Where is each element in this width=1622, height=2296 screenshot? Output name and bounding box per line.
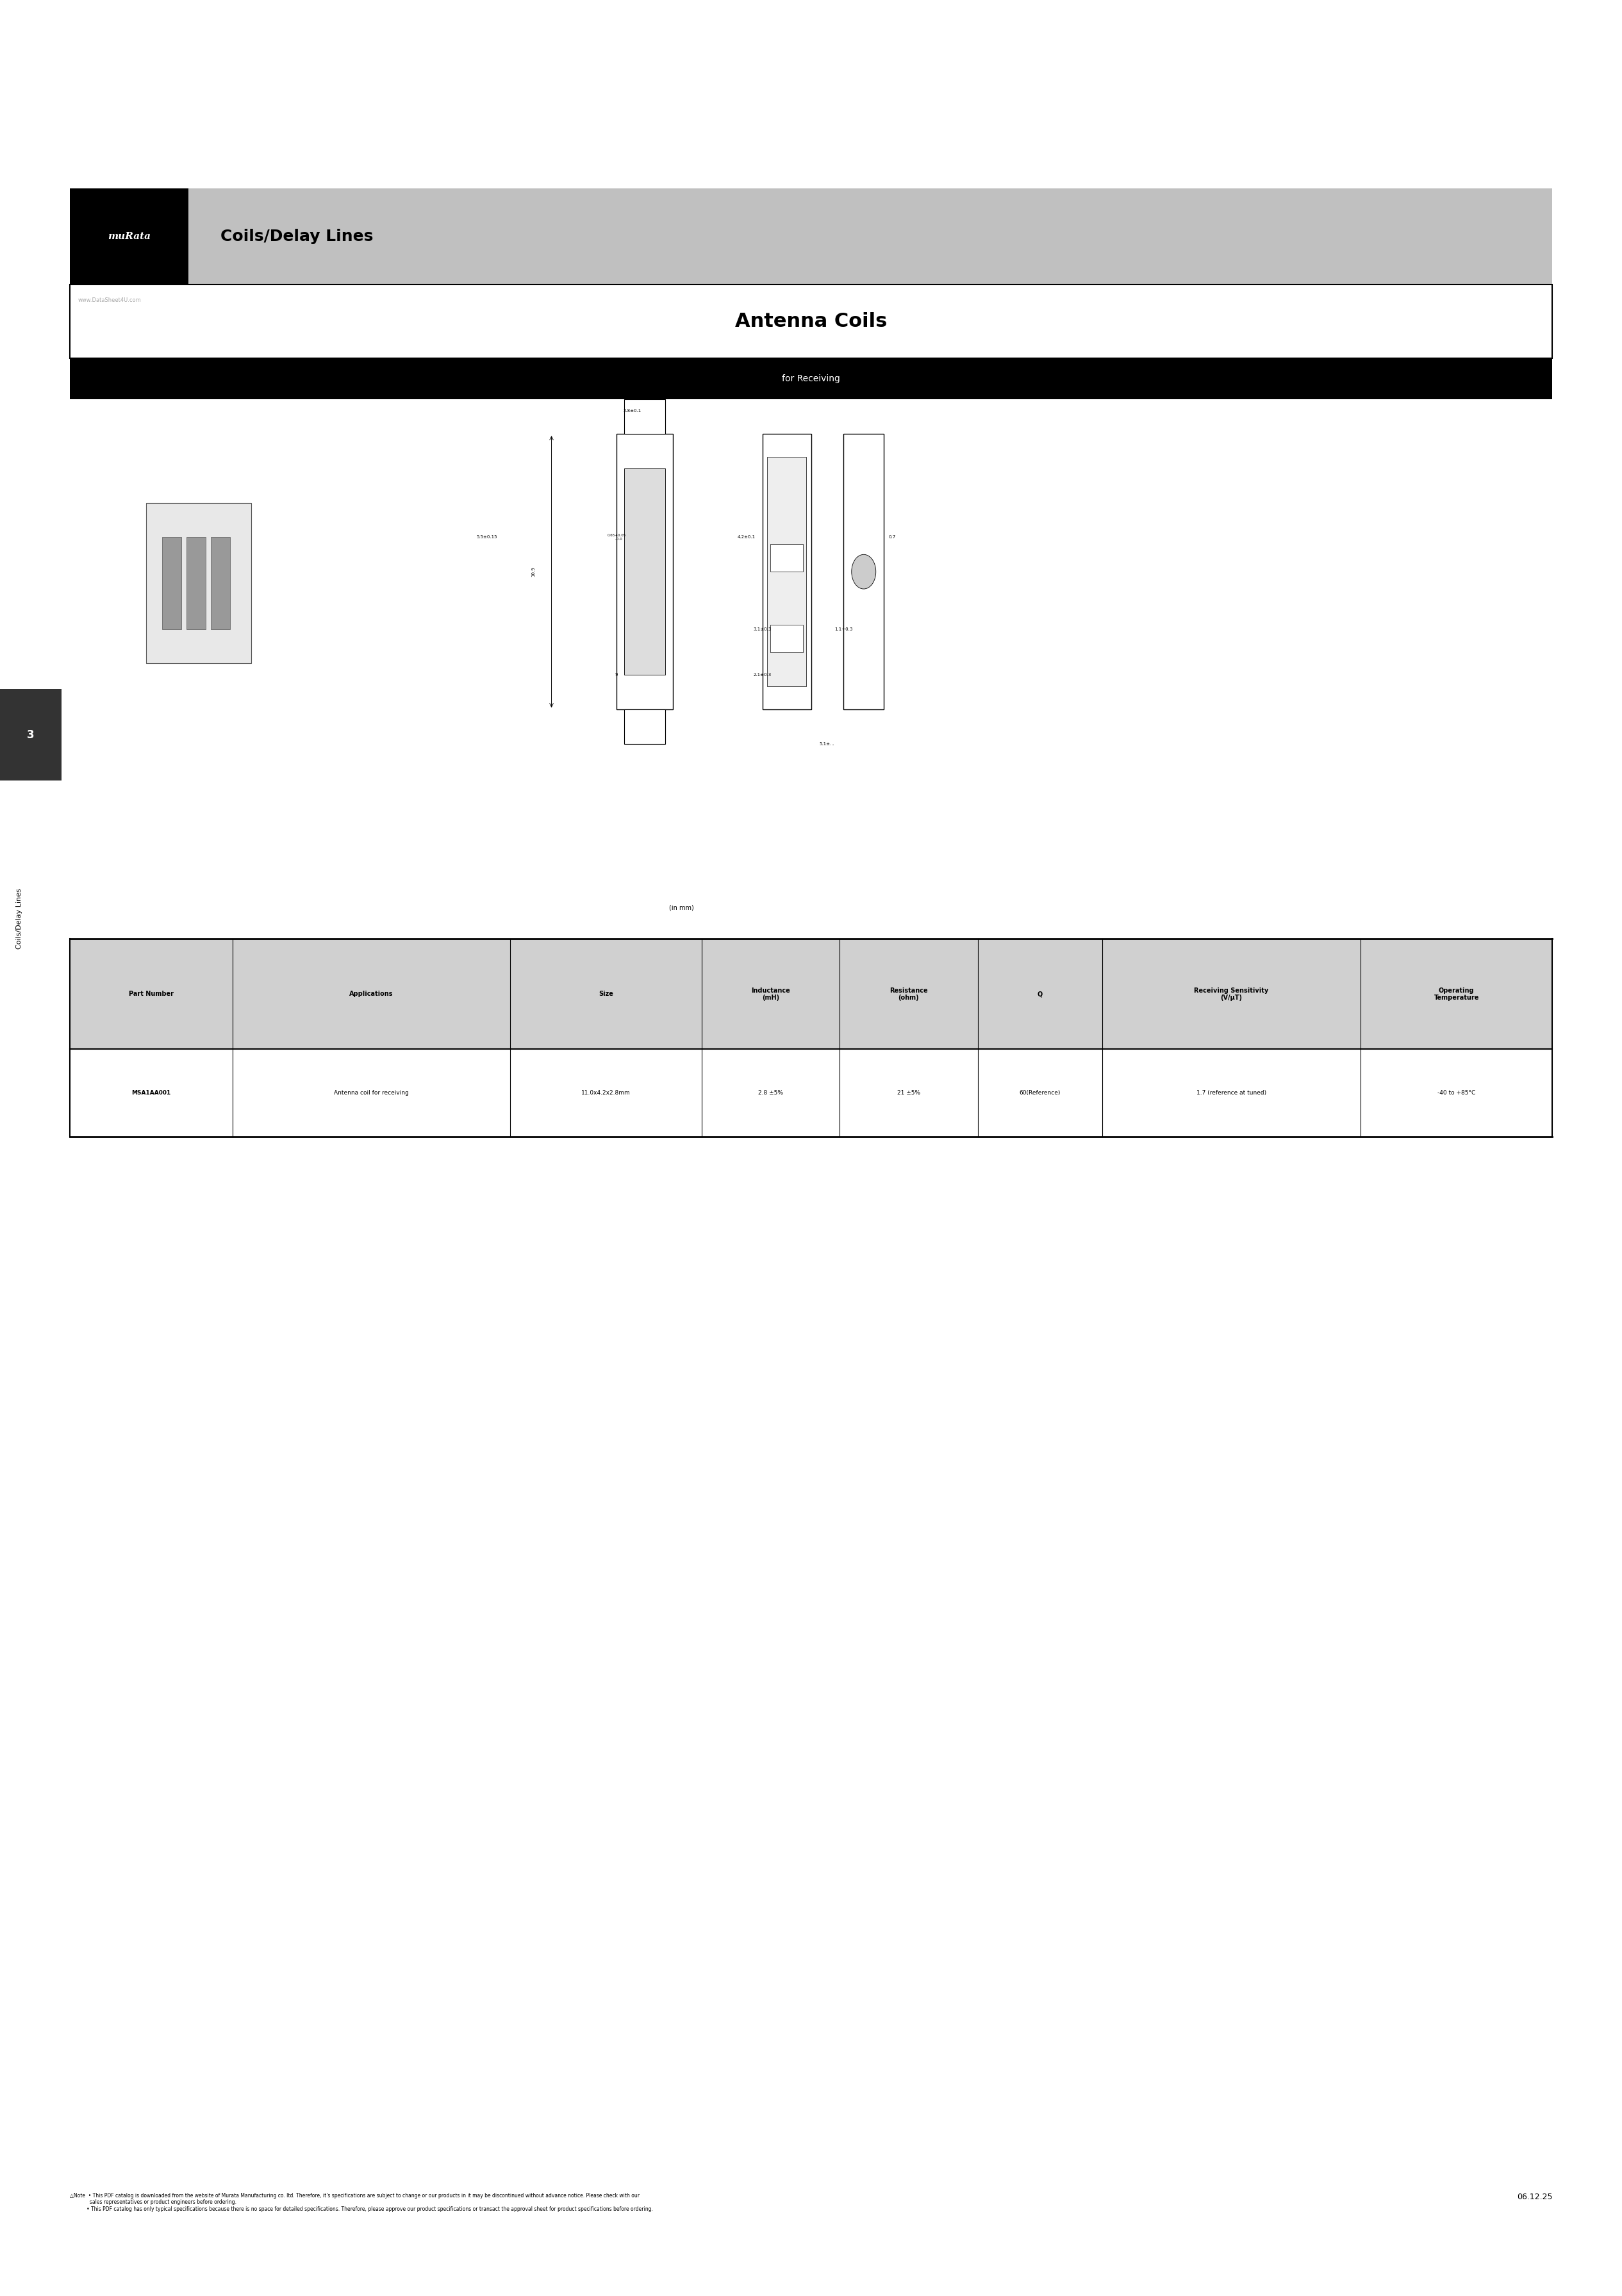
Text: 9: 9 xyxy=(615,673,618,677)
Bar xyxy=(624,709,665,744)
Text: △Note  • This PDF catalog is downloaded from the website of Murata Manufacturing: △Note • This PDF catalog is downloaded f… xyxy=(70,2193,652,2211)
Bar xyxy=(70,188,188,285)
Text: Q: Q xyxy=(1036,992,1043,996)
Text: for Receiving: for Receiving xyxy=(782,374,840,383)
Text: 2.8±0.1: 2.8±0.1 xyxy=(623,409,642,413)
Text: MSA1AA001: MSA1AA001 xyxy=(131,1091,170,1095)
Text: Coils/Delay Lines: Coils/Delay Lines xyxy=(221,230,373,243)
Bar xyxy=(624,468,665,675)
Text: Antenna Coils: Antenna Coils xyxy=(735,312,887,331)
Text: 11.0x4.2x2.8mm: 11.0x4.2x2.8mm xyxy=(581,1091,631,1095)
Text: 60(Reference): 60(Reference) xyxy=(1019,1091,1061,1095)
Text: 2.8 ±5%: 2.8 ±5% xyxy=(757,1091,783,1095)
Text: 2.1±0.3: 2.1±0.3 xyxy=(753,673,772,677)
Text: Part Number: Part Number xyxy=(128,992,174,996)
Bar xyxy=(162,537,182,629)
Bar xyxy=(762,434,811,709)
Text: 1.7 (reference at tuned): 1.7 (reference at tuned) xyxy=(1197,1091,1267,1095)
Bar xyxy=(616,434,673,709)
Bar xyxy=(187,537,206,629)
Text: 3.1±0.3: 3.1±0.3 xyxy=(753,627,772,631)
Text: Receiving Sensitivity
(V/μT): Receiving Sensitivity (V/μT) xyxy=(1194,987,1268,1001)
Text: 5.5±0.15: 5.5±0.15 xyxy=(477,535,496,540)
Bar xyxy=(70,358,1552,400)
Text: 06.12.25: 06.12.25 xyxy=(1517,2193,1552,2202)
Text: 1.1+0.3: 1.1+0.3 xyxy=(834,627,853,631)
Text: 4.2±0.1: 4.2±0.1 xyxy=(736,535,756,540)
Bar xyxy=(767,457,806,687)
Text: 5.1±...: 5.1±... xyxy=(819,742,835,746)
Text: 3: 3 xyxy=(28,728,34,742)
Circle shape xyxy=(852,556,876,590)
Bar xyxy=(770,544,803,572)
Text: Resistance
(ohm): Resistance (ohm) xyxy=(889,987,928,1001)
Text: Inductance
(mH): Inductance (mH) xyxy=(751,987,790,1001)
Text: muRata: muRata xyxy=(107,232,151,241)
Text: Applications: Applications xyxy=(349,992,394,996)
Bar xyxy=(211,537,230,629)
Text: Operating
Temperature: Operating Temperature xyxy=(1434,987,1479,1001)
Bar xyxy=(624,400,665,434)
Bar xyxy=(70,939,1552,1049)
Text: (in mm): (in mm) xyxy=(668,905,694,912)
Text: -40 to +85°C: -40 to +85°C xyxy=(1437,1091,1476,1095)
Text: 0.65+0.05
    -0.0: 0.65+0.05 -0.0 xyxy=(607,533,626,542)
Bar xyxy=(70,188,1552,285)
Bar xyxy=(0,689,62,781)
Text: www.DataSheet4U.com: www.DataSheet4U.com xyxy=(78,296,141,303)
Bar xyxy=(146,503,251,664)
Bar xyxy=(70,285,1552,358)
Text: 10.9: 10.9 xyxy=(532,567,535,576)
Bar xyxy=(843,434,884,709)
Text: Size: Size xyxy=(599,992,613,996)
Text: 0.7: 0.7 xyxy=(889,535,895,540)
Bar xyxy=(770,625,803,652)
Text: Antenna coil for receiving: Antenna coil for receiving xyxy=(334,1091,409,1095)
Text: Coils/Delay Lines: Coils/Delay Lines xyxy=(16,889,23,948)
Text: 21 ±5%: 21 ±5% xyxy=(897,1091,920,1095)
